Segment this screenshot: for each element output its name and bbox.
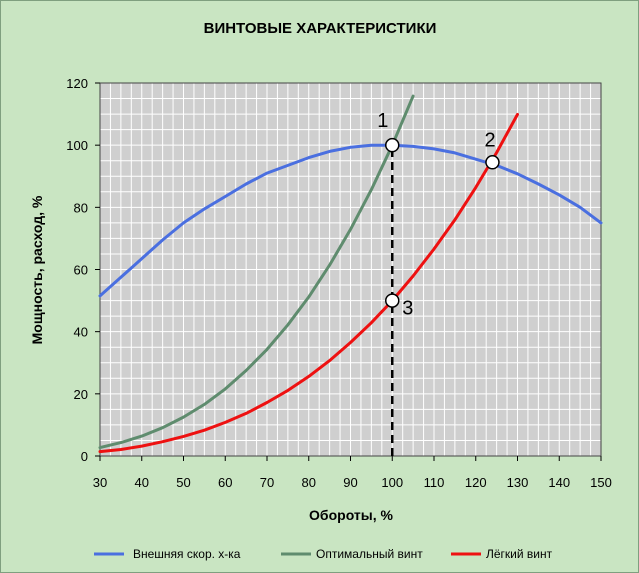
marker-label-3: 3 <box>402 298 413 320</box>
x-tick-label: 50 <box>176 475 190 490</box>
legend-label-light-propeller-curve: Лёгкий винт <box>486 547 553 561</box>
x-tick-label: 80 <box>302 475 316 490</box>
legend-label-external-speed-curve: Внешняя скор. х-ка <box>133 547 241 561</box>
y-tick-label: 20 <box>74 387 88 402</box>
x-tick-label: 100 <box>381 475 403 490</box>
y-axis-label: Мощность, расход, % <box>29 195 45 344</box>
marker-label-2: 2 <box>484 129 495 151</box>
optimal-propeller-curve-line <box>98 94 415 450</box>
marker-label-1: 1 <box>377 110 388 132</box>
y-tick-label: 0 <box>81 449 88 464</box>
x-tick-label: 60 <box>218 475 232 490</box>
x-tick-label: 110 <box>424 475 445 490</box>
x-tick-label: 30 <box>93 475 107 490</box>
legend: Внешняя скор. х-ка Оптимальный винт Лёгкий… <box>94 547 553 561</box>
external-speed-curve-line <box>98 143 603 298</box>
y-tick-label: 60 <box>74 263 88 278</box>
x-tick-label: 40 <box>135 475 149 490</box>
y-tick-label: 120 <box>66 76 88 91</box>
marker-point-1 <box>385 137 400 153</box>
marker-point-3 <box>385 293 400 308</box>
x-tick-label: 130 <box>507 475 529 490</box>
x-tick-label: 140 <box>548 475 570 490</box>
chart-title: ВИНТОВЫЕ ХАРАКТЕРИСТИКИ <box>204 20 437 37</box>
x-axis-label: Обороты, % <box>309 507 393 523</box>
light-propeller-curve-line <box>98 112 519 454</box>
x-tick-label: 120 <box>465 475 487 490</box>
legend-label-optimal-propeller-curve: Оптимальный винт <box>316 547 423 561</box>
marker-point-2 <box>485 155 500 170</box>
x-tick-label: 150 <box>590 475 612 490</box>
y-tick-label: 100 <box>66 138 88 153</box>
y-tick-label: 40 <box>74 325 88 340</box>
y-tick-label: 80 <box>74 200 88 215</box>
x-tick-label: 70 <box>260 475 274 490</box>
x-tick-label: 90 <box>343 475 357 490</box>
gridlines <box>100 83 601 456</box>
